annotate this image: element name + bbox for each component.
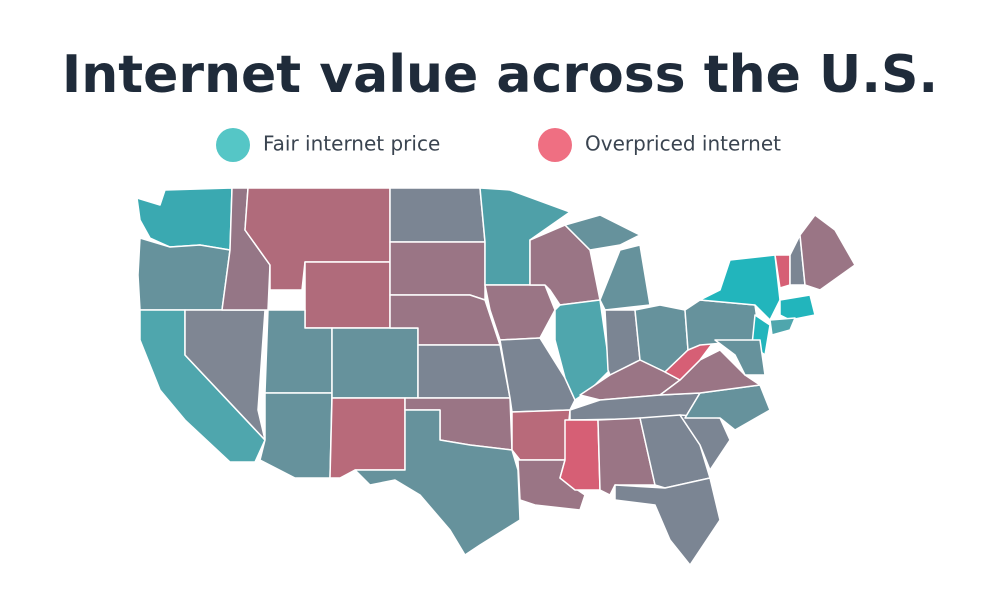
legend: Fair internet price Overpriced internet: [216, 128, 781, 162]
state: [699, 254, 781, 321]
state: [599, 244, 651, 311]
legend-swatch: [538, 128, 572, 162]
legend-label: Fair internet price: [263, 132, 440, 156]
state: [331, 327, 419, 399]
state: [769, 317, 796, 336]
state: [137, 237, 231, 311]
state: [559, 419, 601, 491]
state: [511, 409, 571, 461]
legend-label: Overpriced internet: [585, 132, 781, 156]
title: Internet value across the U.S.: [62, 45, 938, 105]
state: [554, 299, 611, 401]
state: [564, 214, 641, 251]
state: [354, 409, 521, 556]
legend-swatch: [216, 128, 250, 162]
state: [714, 339, 766, 376]
state: [304, 261, 391, 329]
state: [614, 477, 721, 566]
state: [499, 337, 576, 413]
state: [389, 241, 486, 301]
state: [799, 214, 856, 291]
state: [417, 344, 511, 399]
state: [259, 392, 333, 479]
us-map: [136, 187, 856, 566]
state: [389, 187, 486, 243]
state: [779, 294, 816, 321]
state: [329, 397, 406, 479]
